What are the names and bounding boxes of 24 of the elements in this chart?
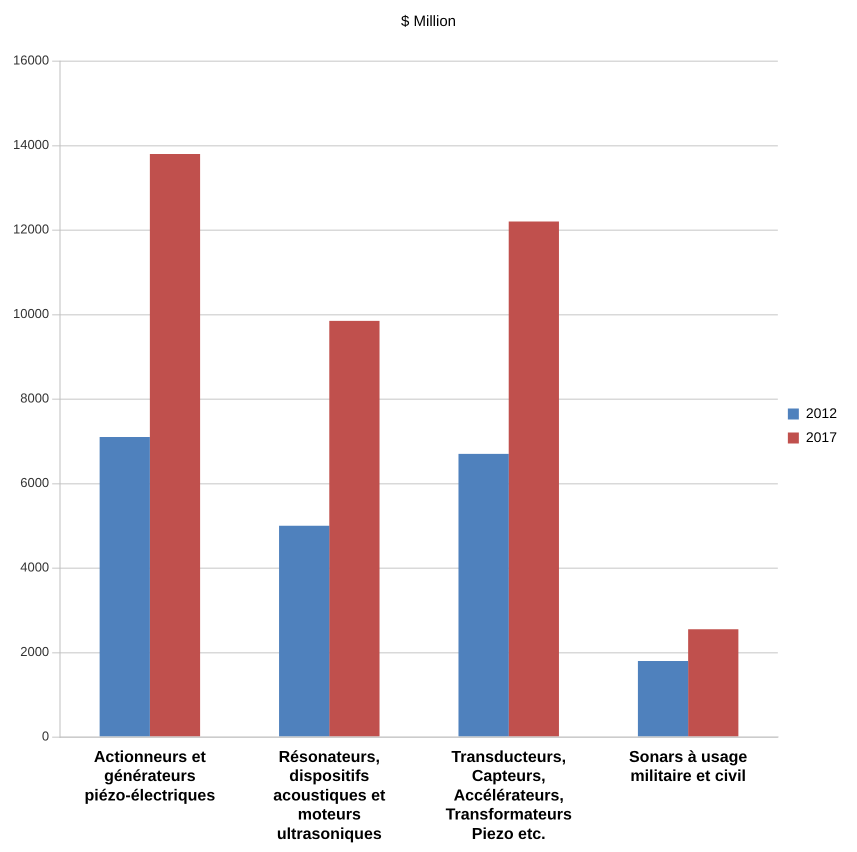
- legend-label: 2017: [806, 428, 838, 445]
- x-tick-label: Résonateurs, dispositifs acoustiques et moteurs ultrasoniques: [273, 749, 386, 843]
- y-tick-label: 4000: [20, 560, 50, 575]
- legend-label: 2012: [806, 404, 838, 421]
- y-tick-label: 8000: [20, 390, 50, 406]
- y-tick-label: 6000: [20, 475, 50, 490]
- y-tick-label: 14000: [12, 137, 50, 152]
- bar: [279, 526, 330, 736]
- bar: [150, 154, 200, 736]
- x-tick-label: Sonars à usage militaire et civil: [629, 749, 748, 786]
- y-tick-label: 2000: [20, 644, 50, 660]
- y-tick-label: 10000: [12, 306, 50, 322]
- x-tick-label: Transducteurs, Capteurs, Accélérateurs, Transformateurs Piezo etc.: [446, 749, 572, 843]
- y-tick-label: 12000: [12, 222, 50, 237]
- bar: [638, 660, 688, 736]
- x-tick-label: Actionneurs et générateurs piézo-électriques: [84, 749, 216, 804]
- bar: [508, 222, 559, 736]
- bar: [100, 437, 150, 736]
- y-tick-label: 16000: [12, 52, 50, 68]
- bar: [688, 629, 738, 736]
- bar: [458, 454, 509, 736]
- chart-title: $ Million: [400, 13, 456, 30]
- bar: [329, 320, 380, 736]
- y-tick-label: 0: [42, 728, 50, 744]
